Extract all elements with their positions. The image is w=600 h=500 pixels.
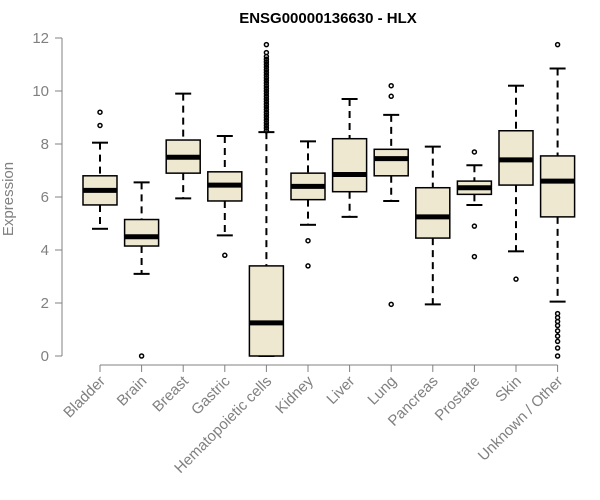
box-iqr	[248, 265, 285, 357]
outlier-point	[263, 114, 270, 121]
y-tick-label: 10	[32, 83, 49, 100]
x-tick-label: Liver	[323, 373, 358, 408]
outlier-point	[263, 64, 270, 70]
outlier-point	[263, 96, 270, 102]
y-axis: 0 2 4 6 8 10 12	[32, 30, 63, 365]
outlier-point	[305, 237, 311, 244]
outlier-point	[263, 122, 270, 129]
outlier-point	[263, 109, 270, 115]
outlier-point	[263, 106, 270, 113]
outlier-point	[263, 88, 270, 94]
box-unknown-other	[539, 41, 576, 359]
outlier-point	[554, 333, 561, 339]
outlier-point	[263, 75, 270, 81]
box-skin	[498, 84, 534, 282]
outlier-point	[263, 117, 270, 123]
outlier-point	[263, 90, 270, 97]
outlier-point	[263, 101, 270, 107]
outlier-point	[263, 104, 270, 110]
x-tick-label: Brain	[114, 373, 151, 410]
box-gastric	[207, 135, 243, 259]
box-iqr	[373, 148, 409, 177]
outlier-point	[263, 77, 270, 84]
outlier-point	[263, 41, 270, 48]
box-iqr	[123, 218, 160, 247]
outlier-point	[263, 112, 270, 118]
outlier-point	[263, 61, 270, 68]
outlier-point	[97, 122, 103, 129]
y-tick-label: 6	[41, 189, 49, 206]
box-bladder	[82, 109, 118, 230]
box-brain	[123, 181, 160, 359]
outlier-point	[263, 67, 270, 73]
outlier-point	[554, 345, 561, 351]
outlier-point	[263, 72, 270, 78]
outlier-point	[388, 93, 394, 100]
outlier-point	[305, 263, 311, 269]
x-tick-label: Breast	[149, 372, 192, 415]
outlier-point	[554, 328, 561, 334]
box-liver	[331, 97, 368, 218]
box-pancreas	[415, 145, 451, 306]
outlier-point	[263, 82, 270, 89]
box-hematopoietic-cells	[248, 41, 285, 357]
outlier-point	[471, 149, 478, 155]
outlier-point	[263, 56, 270, 62]
box-series	[82, 41, 576, 359]
box-prostate	[456, 149, 493, 260]
box-breast	[165, 92, 201, 200]
outlier-point	[263, 80, 270, 86]
outlier-point	[554, 322, 561, 329]
box-iqr	[331, 137, 368, 193]
chart-title: ENSG00000136630 - HLX	[239, 10, 417, 27]
outlier-point	[263, 69, 270, 76]
outlier-point	[138, 353, 145, 359]
x-tick-label: Prostate	[432, 373, 484, 425]
outlier-point	[388, 301, 394, 308]
x-tick-label: Bladder	[60, 373, 109, 422]
outlier-point	[263, 49, 270, 56]
x-tick-label: Skin	[492, 373, 525, 406]
outlier-point	[554, 353, 561, 359]
outlier-point	[263, 98, 270, 105]
outlier-point	[471, 253, 478, 260]
outlier-point	[263, 125, 270, 131]
y-tick-label: 2	[41, 295, 49, 312]
x-tick-label: Kidney	[272, 372, 317, 417]
y-tick-label: 4	[41, 242, 49, 259]
x-tick-label: Lung	[364, 373, 400, 409]
outlier-point	[263, 93, 270, 100]
outlier-point	[263, 120, 270, 126]
outlier-point	[554, 338, 561, 345]
y-tick-label: 12	[32, 30, 49, 47]
outlier-point	[222, 252, 228, 259]
y-tick-label: 0	[41, 348, 49, 365]
box-iqr	[539, 155, 576, 218]
box-kidney	[290, 140, 326, 269]
outlier-point	[263, 59, 270, 65]
outlier-point	[388, 82, 394, 89]
box-iqr	[415, 186, 451, 239]
y-axis-label: Expression	[0, 162, 17, 236]
outlier-point	[471, 223, 478, 229]
box-lung	[373, 82, 409, 308]
outlier-point	[513, 276, 519, 282]
outlier-point	[263, 85, 270, 92]
outlier-point	[263, 128, 270, 134]
y-tick-label: 8	[41, 136, 49, 153]
outlier-point	[97, 109, 103, 115]
outlier-point	[554, 41, 561, 48]
